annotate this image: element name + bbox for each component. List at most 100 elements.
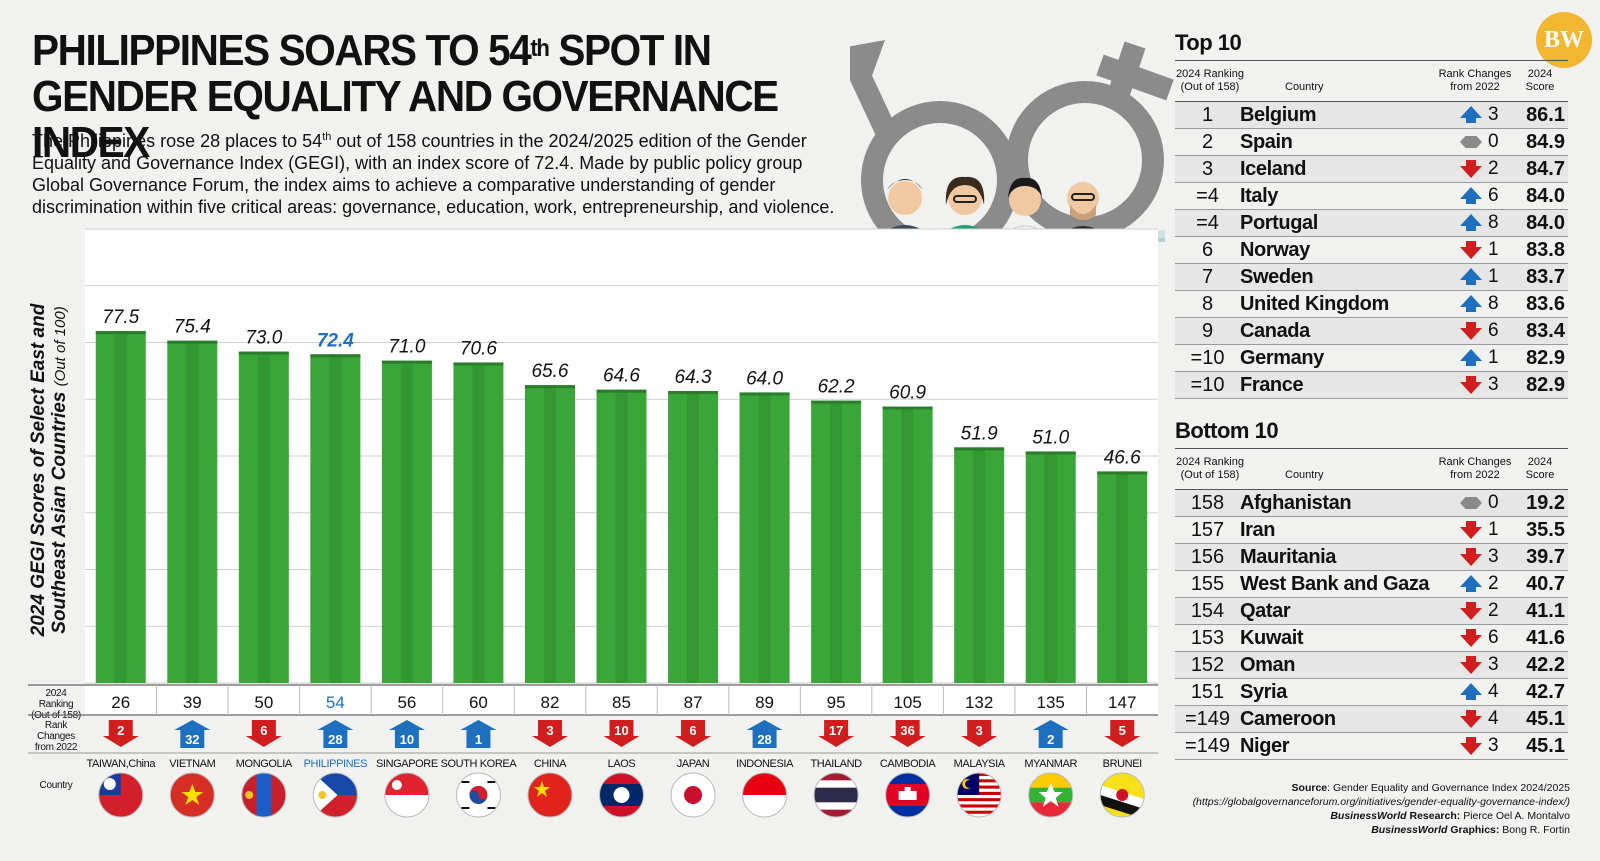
bar-top-edge <box>811 400 862 404</box>
change-cell: 6 <box>1450 185 1510 207</box>
thailand-flag-icon <box>814 773 859 817</box>
country-cell: Canada <box>1240 319 1310 342</box>
arrow-down-icon <box>531 720 568 747</box>
score-cell: 84.7 <box>1526 157 1565 180</box>
score-cell: 86.1 <box>1526 103 1565 126</box>
rank-change-value: 1 <box>1488 519 1499 540</box>
bottom10-header: 2024 Ranking (Out of 158) Country Rank C… <box>1175 448 1568 490</box>
change-cell: 8 <box>1450 212 1510 234</box>
indonesia-flag-icon <box>742 773 787 817</box>
value-label: 64.0 <box>746 368 783 389</box>
arrow-down-icon <box>1460 521 1482 539</box>
score-cell: 82.9 <box>1526 346 1565 369</box>
arrow-up-icon <box>1460 187 1482 204</box>
flag-outline <box>1028 772 1074 818</box>
rank-changes-row-label: Rank Changes from 2022 <box>34 720 78 753</box>
arrow-down-icon <box>1460 548 1482 566</box>
country-label: CAMBODIA <box>880 758 937 770</box>
rank-change-value: 3 <box>1488 104 1499 125</box>
header-score: 2024 Score <box>1525 68 1555 93</box>
arrow-down-icon <box>818 720 855 747</box>
arrow-up-icon <box>388 720 425 748</box>
header-change: Rank Changes from 2022 <box>1438 456 1512 481</box>
table-row-belgium: 1 Belgium 3 86.1 <box>1175 102 1568 129</box>
arrow-up-icon <box>1032 720 1069 748</box>
bar-shade <box>687 391 700 683</box>
japan-flag-icon <box>671 773 716 817</box>
ranking-label: 147 <box>1108 693 1136 712</box>
score-cell: 35.5 <box>1526 518 1565 541</box>
country-label: VIETNAM <box>169 758 215 770</box>
rank-change-value: 0 <box>1488 131 1499 152</box>
singapore-flag-icon <box>384 773 429 817</box>
bar-shade <box>758 392 771 683</box>
score-cell: 42.2 <box>1526 653 1565 676</box>
score-cell: 19.2 <box>1526 491 1565 514</box>
table-row-west-bank-and-gaza: 155 West Bank and Gaza 2 40.7 <box>1175 571 1568 598</box>
country-cell: Norway <box>1240 238 1310 261</box>
rank-cell: 151 <box>1190 680 1225 703</box>
bar-top-edge <box>954 447 1005 451</box>
country-cell: Iceland <box>1240 157 1307 180</box>
change-cell: 2 <box>1450 573 1510 595</box>
header-country: Country <box>1285 468 1324 481</box>
arrow-down-icon <box>961 720 998 747</box>
table-row-norway: 6 Norway 1 83.8 <box>1175 237 1568 264</box>
country-cell: Oman <box>1240 653 1296 676</box>
bar-shade <box>615 389 628 683</box>
rank-change-value: 2 <box>1488 158 1499 179</box>
header-rank: 2024 Ranking (Out of 158) <box>1176 68 1244 93</box>
country-cell: Afghanistan <box>1240 491 1352 514</box>
score-cell: 45.1 <box>1526 734 1565 757</box>
country-label: TAIWAN,China <box>86 758 156 770</box>
country-label: THAILAND <box>810 758 862 770</box>
rank-cell: 153 <box>1190 626 1225 649</box>
flag-outline <box>599 772 644 818</box>
vietnam-flag-icon <box>170 773 215 817</box>
change-cell: 0 <box>1450 131 1510 153</box>
country-cell: Cameroon <box>1240 707 1336 730</box>
rank-change-value: 6 <box>1488 320 1499 341</box>
change-cell: 1 <box>1450 239 1510 261</box>
value-label: 70.6 <box>460 338 497 359</box>
arrow-down-icon <box>102 720 139 747</box>
ranking-label: 50 <box>254 693 273 712</box>
rank-cell: 157 <box>1190 518 1225 541</box>
score-cell: 39.7 <box>1526 545 1565 568</box>
bar-top-edge <box>524 385 575 389</box>
myanmar-flag-icon <box>1028 773 1073 817</box>
country-cell: Belgium <box>1240 103 1317 126</box>
change-cell: 6 <box>1450 320 1510 342</box>
country-cell: Italy <box>1240 184 1279 207</box>
country-cell: Niger <box>1240 734 1290 757</box>
country-label: SOUTH KOREA <box>441 758 518 770</box>
rank-change-value: 3 <box>1488 546 1499 567</box>
flag-outline <box>169 772 215 818</box>
rank-change-value: 2 <box>1488 573 1499 594</box>
change-cell: 1 <box>1450 347 1510 369</box>
country-cell: Spain <box>1240 130 1293 153</box>
score-cell: 84.9 <box>1526 130 1565 153</box>
score-cell: 41.1 <box>1526 599 1565 622</box>
change-cell: 3 <box>1450 374 1510 396</box>
title-superscript: th <box>530 35 549 62</box>
score-cell: 84.0 <box>1526 211 1565 234</box>
bar-top-edge <box>882 406 933 410</box>
change-cell: 3 <box>1450 654 1510 676</box>
change-cell: 2 <box>1450 158 1510 180</box>
bar-top-edge <box>381 360 432 364</box>
intro-paragraph: The Philippines rose 28 places to 54th o… <box>32 131 835 217</box>
table-row-iran: 157 Iran 1 35.5 <box>1175 517 1568 544</box>
arrow-down-icon <box>889 720 926 747</box>
country-cell: Germany <box>1240 346 1324 369</box>
change-cell: 8 <box>1450 293 1510 315</box>
country-cell: France <box>1240 373 1304 396</box>
rank-cell: 155 <box>1190 572 1225 595</box>
country-label: INDONESIA <box>736 758 794 770</box>
table-row-qatar: 154 Qatar 2 41.1 <box>1175 598 1568 625</box>
score-cell: 42.7 <box>1526 680 1565 703</box>
rank-change-value: 3 <box>1488 654 1499 675</box>
ranking-label: 60 <box>469 693 488 712</box>
bar-top-edge <box>95 331 146 335</box>
change-cell: 1 <box>1450 266 1510 288</box>
